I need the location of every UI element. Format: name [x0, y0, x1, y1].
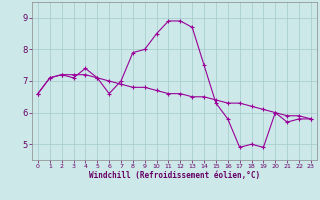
X-axis label: Windchill (Refroidissement éolien,°C): Windchill (Refroidissement éolien,°C) [89, 171, 260, 180]
